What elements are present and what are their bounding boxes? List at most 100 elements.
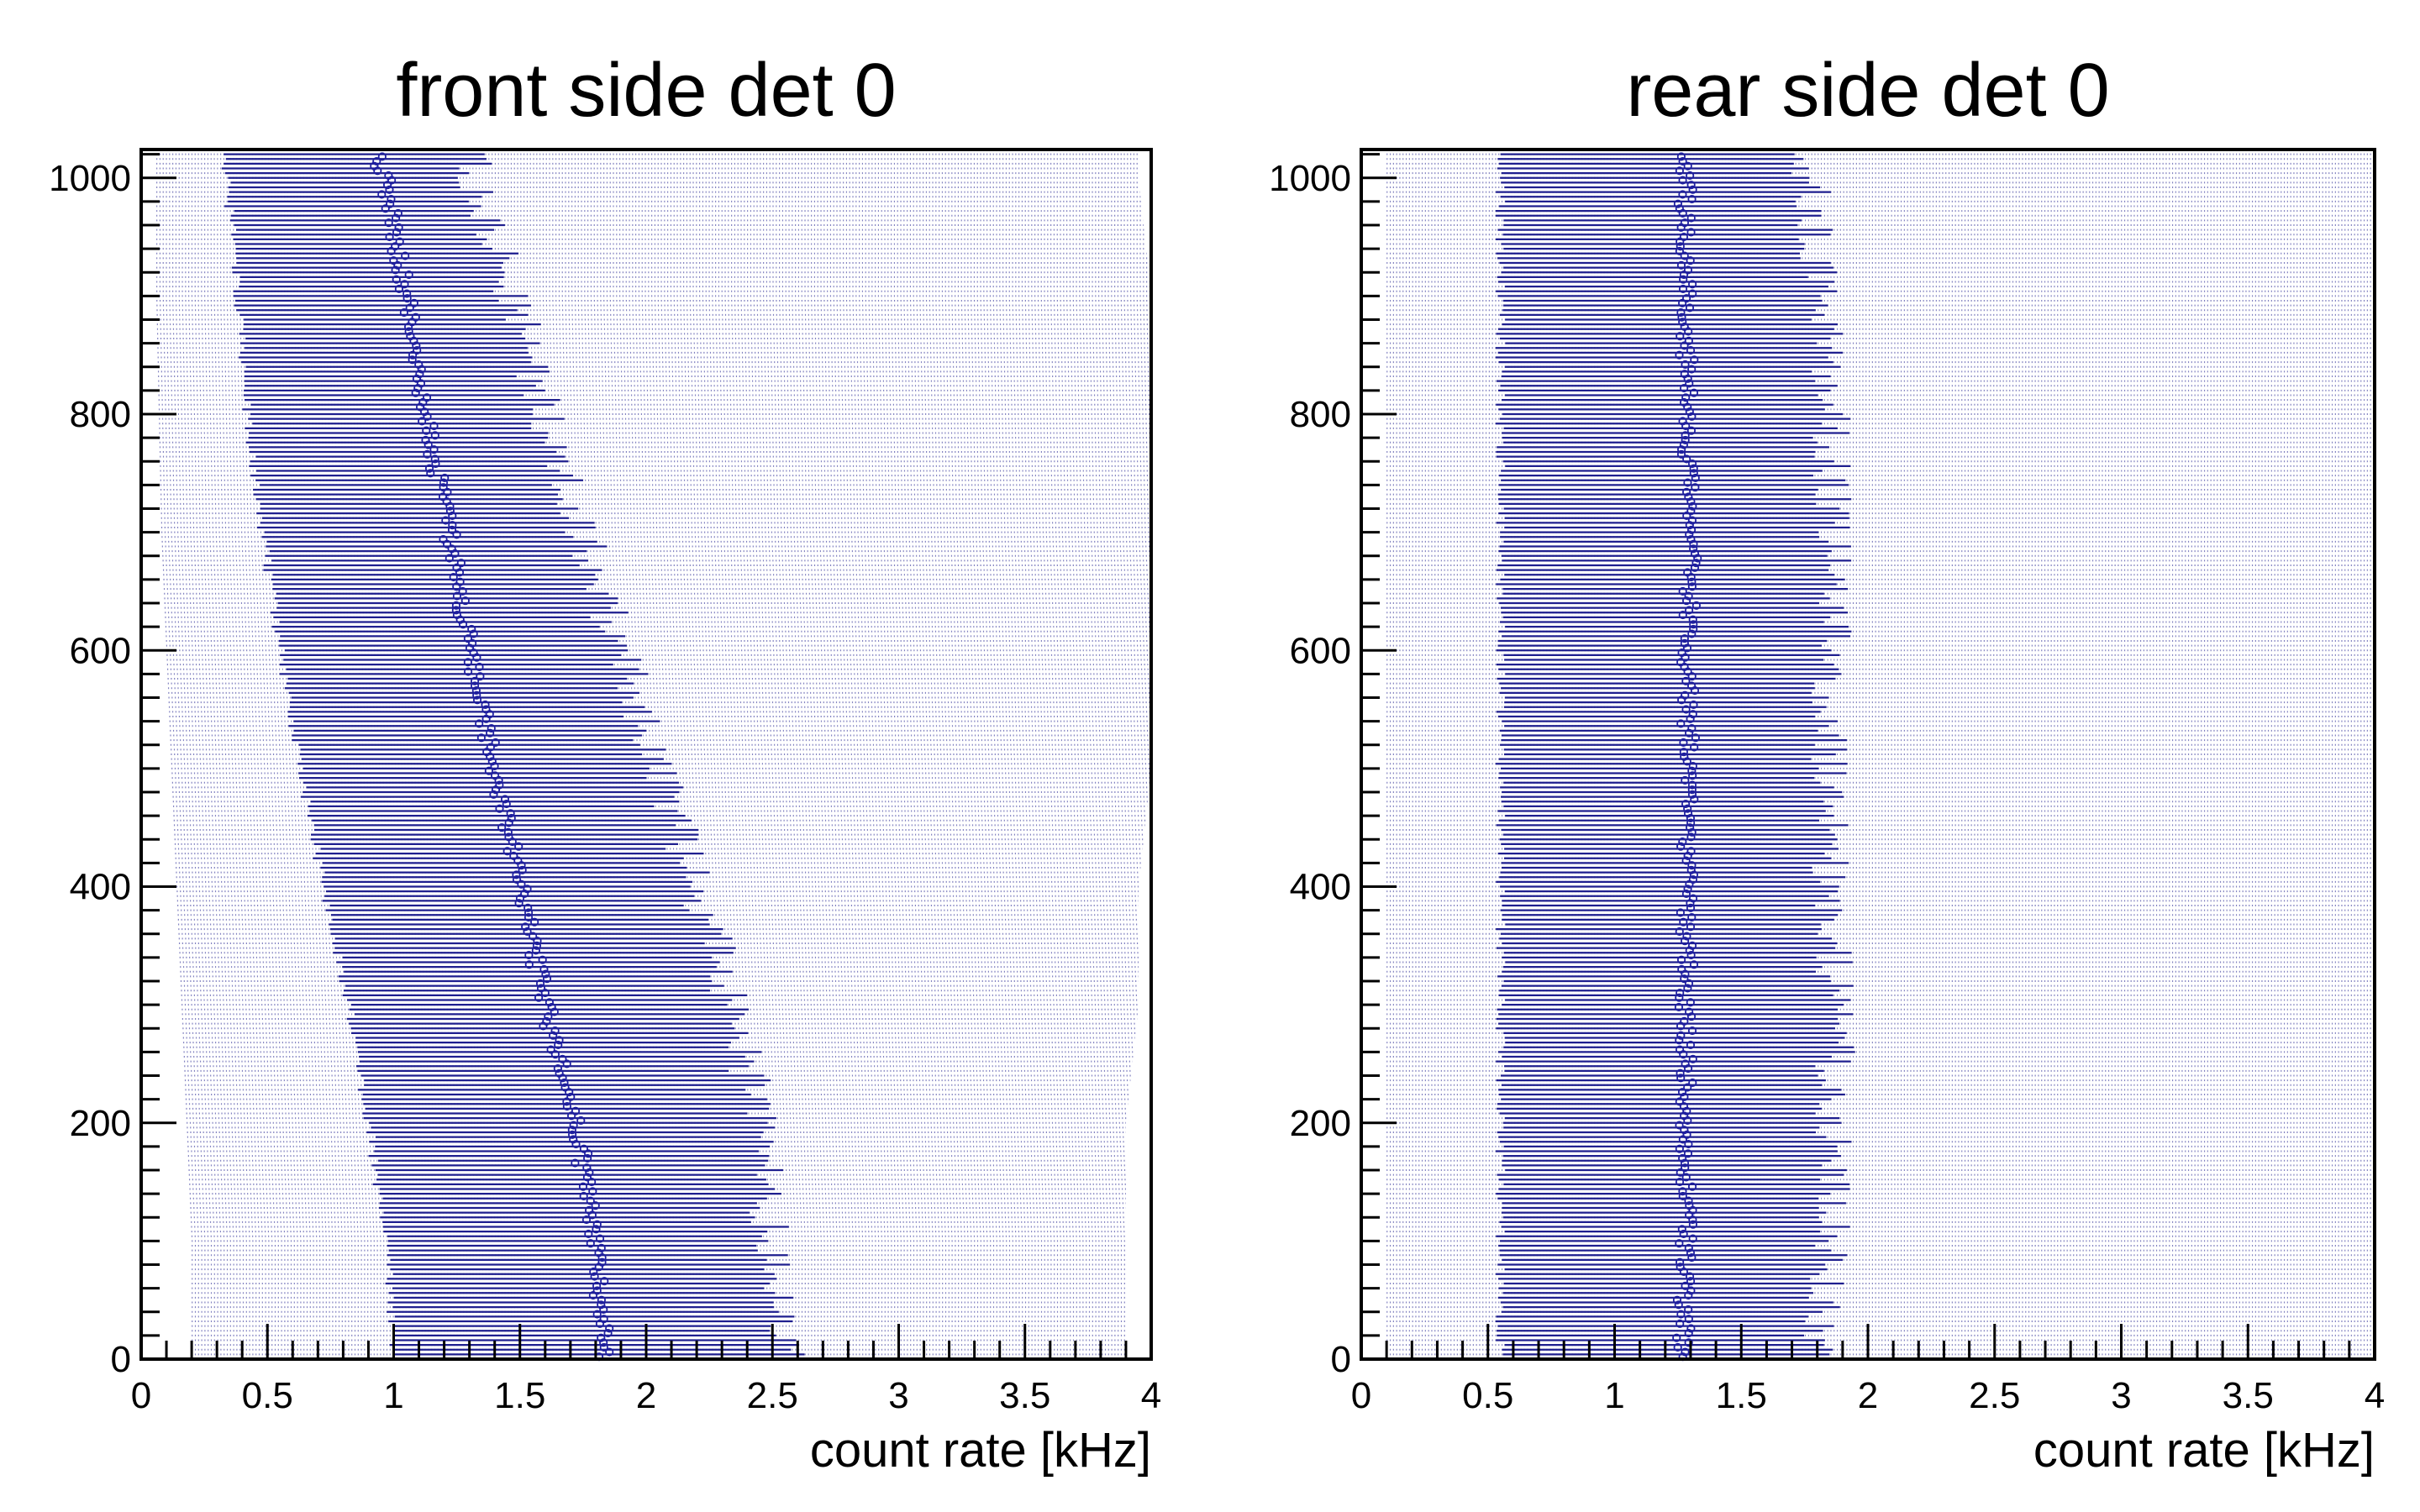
- data-point: [579, 1191, 588, 1201]
- data-point: [431, 459, 440, 469]
- data-point: [1675, 350, 1684, 360]
- data-point: [1676, 332, 1685, 341]
- data-point: [1684, 1328, 1693, 1338]
- data-point: [1678, 176, 1687, 185]
- data-point: [592, 1225, 601, 1234]
- data-point: [401, 251, 410, 260]
- data-point: [1688, 501, 1697, 511]
- dotted-tails: [156, 153, 1151, 1360]
- data-point: [1688, 1078, 1697, 1088]
- data-point: [1675, 1097, 1684, 1106]
- x-tick-label: 2: [1858, 1375, 1878, 1416]
- data-point: [1676, 842, 1686, 851]
- data-point: [592, 1286, 602, 1295]
- data-point: [1683, 804, 1692, 813]
- data-point: [386, 199, 395, 208]
- data-point: [456, 559, 466, 568]
- data-point: [1677, 964, 1686, 974]
- data-point: [439, 483, 448, 492]
- data-point: [370, 161, 379, 171]
- data-point: [1686, 681, 1697, 690]
- data-point: [592, 1310, 602, 1319]
- data-point: [1672, 1295, 1682, 1305]
- data-point: [1684, 1196, 1693, 1205]
- y-tick-label: 0: [1331, 1339, 1351, 1380]
- data-point: [495, 780, 504, 790]
- data-point: [422, 393, 432, 402]
- data-point: [1686, 228, 1696, 237]
- data-point: [449, 572, 458, 582]
- data-point: [1687, 516, 1697, 525]
- data-point: [562, 1059, 571, 1068]
- x-tick-label: 4: [1141, 1375, 1161, 1416]
- data-point: [385, 185, 394, 194]
- data-point: [590, 1272, 599, 1281]
- data-point: [1681, 1281, 1690, 1290]
- chart-title: rear side det 0: [1626, 49, 2109, 133]
- data-point: [1686, 534, 1696, 544]
- data-point: [1684, 1305, 1693, 1315]
- data-point: [497, 823, 507, 832]
- data-point: [1686, 823, 1695, 832]
- data-point: [1684, 1243, 1693, 1252]
- x-tick-label: 0.5: [1462, 1375, 1513, 1416]
- data-point: [1689, 960, 1699, 969]
- data-point: [582, 1173, 592, 1182]
- data-point: [1675, 993, 1684, 1002]
- data-point: [1678, 284, 1688, 294]
- data-point: [1678, 190, 1687, 199]
- data-point: [1681, 937, 1690, 946]
- data-point: [500, 795, 510, 804]
- data-point: [1681, 596, 1691, 606]
- y-tick-label: 400: [70, 867, 131, 908]
- data-point: [1689, 620, 1698, 629]
- data-point: [1679, 275, 1688, 284]
- data-point: [503, 827, 513, 837]
- data-point: [1688, 185, 1697, 194]
- data-point: [541, 969, 550, 979]
- data-point: [413, 345, 422, 355]
- data-point: [1691, 559, 1701, 568]
- data-point: [1684, 979, 1694, 988]
- data-point: [1684, 1315, 1693, 1324]
- data-point: [445, 554, 454, 563]
- data-point: [1678, 1187, 1687, 1196]
- data-point: [585, 1205, 594, 1215]
- data-point: [426, 469, 435, 478]
- data-point: [463, 658, 472, 667]
- data-point: [1674, 1002, 1684, 1012]
- data-point: [393, 260, 402, 270]
- data-point: [523, 903, 533, 912]
- data-point: [534, 993, 544, 1002]
- data-point: [1686, 496, 1696, 507]
- data-point: [586, 1239, 595, 1248]
- data-point: [1690, 355, 1699, 365]
- x-tick-label: 0: [131, 1375, 151, 1416]
- data-point: [1688, 771, 1697, 780]
- data-point: [599, 1342, 608, 1352]
- data-point: [1676, 1319, 1685, 1328]
- data-point: [1687, 629, 1697, 638]
- data-point: [1677, 312, 1686, 322]
- data-point: [1685, 1201, 1694, 1210]
- data-point: [523, 908, 534, 917]
- data-point: [591, 1201, 600, 1210]
- data-point: [1687, 861, 1697, 870]
- data-point: [1684, 492, 1693, 501]
- data-point: [502, 799, 511, 809]
- data-point: [571, 1106, 581, 1116]
- data-point: [458, 586, 467, 596]
- data-point: [1690, 563, 1700, 572]
- data-point: [395, 237, 404, 246]
- data-point: [1676, 1257, 1685, 1267]
- data-point: [1687, 790, 1697, 799]
- data-point: [1683, 478, 1692, 487]
- data-point: [490, 771, 500, 780]
- data-point: [1686, 213, 1696, 223]
- data-point: [1687, 1026, 1697, 1036]
- data-point: [399, 307, 408, 318]
- data-point: [1688, 894, 1698, 903]
- data-point: [1682, 511, 1691, 521]
- data-point: [484, 766, 493, 775]
- data-point: [381, 204, 390, 213]
